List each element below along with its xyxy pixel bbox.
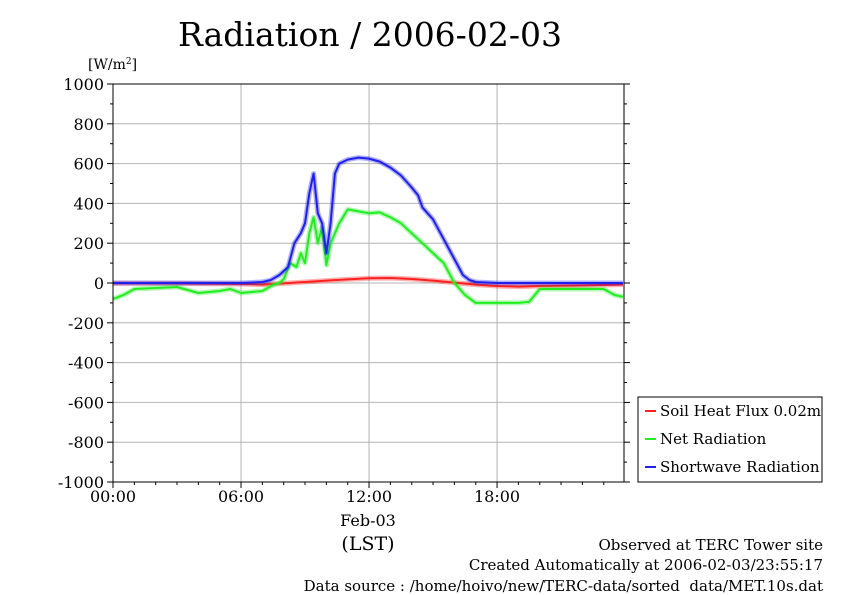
- y-tick-label: 0: [94, 274, 104, 293]
- series-line: [112, 208, 624, 304]
- y-axis-unit-text: [W/m: [88, 57, 126, 73]
- y-tick-label: -1000: [58, 473, 104, 492]
- y-axis-unit-close: ]: [132, 57, 137, 73]
- x-axis-date-label: Feb-03: [340, 511, 396, 530]
- y-tick-label: 400: [73, 194, 104, 213]
- legend-box: [637, 396, 823, 483]
- series-line: [113, 156, 623, 284]
- legend-items: Soil Heat Flux 0.02m Net Radiation Shortwa…: [645, 402, 821, 476]
- y-tick-label: -600: [68, 393, 104, 412]
- x-axis-ticks: 00:00 06:00 12:00 18:00: [90, 482, 605, 506]
- y-axis-unit-superscript: 2: [126, 57, 132, 67]
- y-tick-label: -800: [68, 433, 104, 452]
- y-tick-label: -200: [68, 314, 104, 333]
- y-axis-ticks: -1000 -800 -600 -400 -200 0 200 400 600 800 1000: [58, 75, 630, 492]
- series-layer: [112, 155, 624, 306]
- y-tick-label: -400: [68, 354, 104, 373]
- y-axis-unit: [W/m2]: [88, 57, 137, 73]
- footer-site: Observed at TERC Tower site: [598, 536, 823, 554]
- legend: Soil Heat Flux 0.02m Net Radiation Shortwa…: [637, 396, 823, 483]
- series-halo: [113, 155, 623, 286]
- chart-title: Radiation / 2006-02-03: [178, 15, 562, 54]
- x-tick-label: 18:00: [474, 487, 520, 506]
- y-tick-label: 600: [73, 155, 104, 174]
- x-tick-label: 06:00: [218, 487, 264, 506]
- x-axis-label: (LST): [341, 533, 394, 555]
- footer-created: Created Automatically at 2006-02-03/23:5…: [469, 556, 823, 574]
- x-tick-label: 12:00: [346, 487, 392, 506]
- legend-label: Soil Heat Flux 0.02m: [660, 402, 821, 420]
- series-line: [112, 277, 623, 288]
- legend-label: Shortwave Radiation: [660, 458, 820, 476]
- y-tick-label: 200: [73, 234, 104, 253]
- legend-label: Net Radiation: [660, 430, 767, 448]
- footer-data-source: Data source : /home/hoivo/new/TERC-data/…: [304, 577, 823, 595]
- x-tick-label: 00:00: [90, 487, 136, 506]
- y-tick-label: 1000: [63, 75, 104, 94]
- y-tick-label: 800: [73, 115, 104, 134]
